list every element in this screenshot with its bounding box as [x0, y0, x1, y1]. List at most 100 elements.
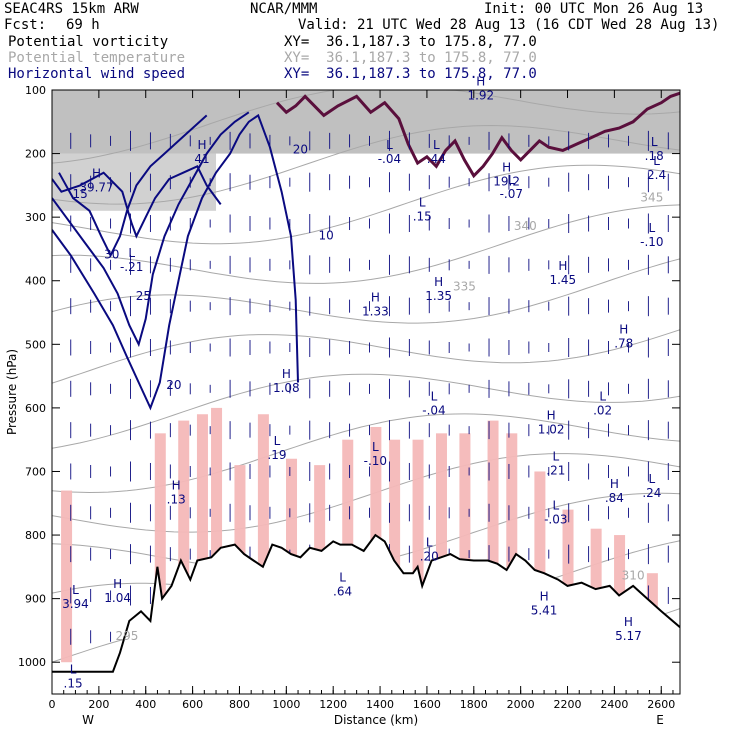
y-tick-label: 200	[25, 148, 46, 161]
y-tick-label: 400	[25, 275, 46, 288]
extremum-value: .24	[642, 486, 661, 500]
east-endpoint-label: E	[656, 713, 664, 727]
terrain-fill	[52, 535, 680, 694]
isentrope-line	[52, 90, 680, 164]
extremum-value: .21	[546, 464, 565, 478]
x-tick-label: 1200	[319, 698, 347, 711]
pink-shading-column	[61, 490, 73, 663]
x-tick-label: 2400	[600, 698, 628, 711]
extremum-value: .64	[333, 584, 352, 598]
extremum-type: L	[651, 135, 658, 149]
pink-shading-column	[487, 420, 499, 663]
extremum-value: 19.2	[493, 174, 520, 188]
contour-label: 30	[104, 247, 119, 261]
extremum-value: 1.04	[104, 591, 131, 605]
contour-label: 310	[622, 569, 645, 583]
isentrope-line	[52, 164, 680, 245]
plot-content	[52, 90, 680, 694]
extremum-value: 1.33	[362, 305, 389, 319]
y-tick-label: 500	[25, 338, 46, 351]
x-tick-label: 2200	[554, 698, 582, 711]
fcst-value: 69 h	[66, 17, 100, 33]
extremum-value: 1.45	[549, 273, 576, 287]
extremum-type: L	[274, 434, 281, 448]
extremum-value: 2.4	[647, 168, 666, 182]
extremum-value: -.04	[422, 403, 445, 417]
extremum-value: 5.41	[531, 604, 558, 618]
y-tick-label: 600	[25, 402, 46, 415]
extremum-value: .18	[645, 149, 664, 163]
extremum-value: .15	[64, 677, 83, 691]
extremum-type: L	[653, 154, 660, 168]
contour-label: 340	[514, 219, 537, 233]
x-tick-label: 2000	[507, 698, 535, 711]
wind-speed-contour	[52, 111, 250, 348]
pink-shading-column	[534, 471, 546, 663]
pink-shading-column	[412, 439, 424, 663]
pink-shading-column	[459, 433, 471, 663]
contour-label: 20	[166, 378, 181, 392]
pink-shading-column	[435, 433, 447, 663]
extremum-type: H	[547, 408, 556, 422]
extremum-value: 3.94	[62, 597, 89, 611]
extremum-type: L	[552, 450, 559, 464]
extremum-type: L	[386, 138, 393, 152]
extremum-type: L	[70, 663, 77, 677]
x-tick-label: 0	[49, 698, 56, 711]
extremum-value: 1.08	[273, 381, 300, 395]
contour-label: 345	[640, 190, 663, 204]
terrain-line	[52, 533, 680, 673]
init-time: Init: 00 UTC Mon 26 Aug 13	[484, 1, 704, 17]
extremum-value: -.21	[120, 260, 143, 274]
isentrope-line	[52, 124, 680, 205]
x-tick-label: 1800	[460, 698, 488, 711]
field-theta-name: Potential temperature	[8, 50, 186, 66]
extremum-type: H	[619, 322, 628, 336]
extremum-type: H	[92, 167, 101, 181]
isentrope-line	[52, 329, 680, 384]
extremum-value: .78	[614, 336, 633, 350]
x-tick-label: 1400	[366, 698, 394, 711]
x-tick-label: 1600	[413, 698, 441, 711]
extremum-type: H	[371, 291, 380, 305]
extremum-type: L	[72, 583, 79, 597]
extremum-type: L	[419, 195, 426, 209]
extremum-value: .20	[420, 549, 439, 563]
extremum-type: L	[552, 499, 559, 513]
x-tick-label: 800	[229, 698, 250, 711]
extremum-type: H	[540, 590, 549, 604]
extremum-value: 39.77	[79, 181, 113, 195]
extremum-value: .15	[413, 209, 432, 223]
x-tick-label: 600	[182, 698, 203, 711]
pink-shading-column	[154, 433, 166, 663]
y-tick-label: 700	[25, 465, 46, 478]
contour-label: 15	[72, 187, 87, 201]
extremum-type: H	[610, 477, 619, 491]
extremum-value: 5.17	[615, 629, 642, 643]
contour-label: 10	[319, 228, 334, 242]
extremum-value: -.07	[500, 187, 523, 201]
extremum-type: H	[172, 478, 181, 492]
extremum-value: 1.35	[425, 289, 452, 303]
high-pv-shading-west	[52, 153, 217, 211]
wind-speed-contour	[52, 113, 299, 411]
extremum-type: L	[128, 246, 135, 260]
extremum-type: H	[434, 275, 443, 289]
west-endpoint-label: W	[82, 713, 94, 727]
isentrope-line	[52, 258, 680, 324]
extremum-type: L	[508, 173, 515, 187]
field-wind-name: Horizontal wind speed	[8, 66, 186, 82]
pink-shading-column	[196, 414, 208, 663]
y-tick-label: 100	[25, 84, 46, 97]
extremum-type: H	[476, 75, 485, 89]
extremum-value: .19	[267, 448, 286, 462]
extremum-type: L	[426, 535, 433, 549]
valid-time: Valid: 21 UTC Wed 28 Aug 13 (16 CDT Wed …	[298, 17, 720, 33]
field-theta-xy: XY= 36.1,187.3 to 175.8, 77.0	[284, 50, 537, 66]
high-pv-shading	[52, 90, 680, 154]
extremum-type: L	[433, 138, 440, 152]
model-title: SEAC4RS 15km ARW	[4, 1, 139, 17]
y-tick-label: 1000	[18, 656, 46, 669]
wind-speed-contour	[52, 164, 222, 239]
x-tick-label: 400	[135, 698, 156, 711]
